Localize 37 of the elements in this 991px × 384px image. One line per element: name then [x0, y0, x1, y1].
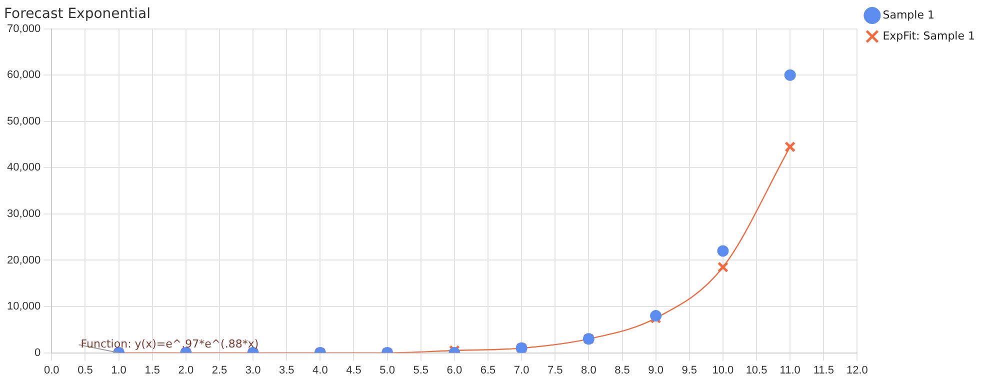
x-tick-label: 12.0 [846, 364, 868, 376]
y-tick-label: 40,000 [6, 162, 41, 174]
legend-label: Sample 1 [882, 8, 934, 22]
x-tick-label: 4.0 [312, 364, 328, 376]
legend-label: ExpFit: Sample 1 [882, 29, 975, 42]
annotation: Function: y(x)=e^.97*e^(.88*x) [80, 338, 259, 351]
x-tick-label: 5.0 [380, 364, 395, 376]
y-tick-label: 10,000 [6, 300, 41, 313]
x-tick-label: 1.5 [144, 364, 160, 376]
x-tick-label: 6.5 [480, 364, 496, 376]
x-tick-label: 8.0 [581, 364, 596, 376]
y-tick-label: 0 [34, 346, 41, 359]
y-tick-label: 50,000 [6, 115, 41, 128]
y-tick-label: 70,000 [6, 22, 41, 35]
x-tick-label: 4.5 [346, 364, 362, 376]
x-tick-label: 9.0 [648, 364, 664, 376]
x-tick-label: 1.0 [111, 364, 126, 376]
y-tick-label: 60,000 [6, 69, 41, 82]
x-tick-label: 3.0 [245, 364, 261, 376]
x-tick-label: 6.0 [446, 364, 462, 376]
x-tick-label: 3.5 [278, 364, 294, 376]
x-tick-label: 0.0 [44, 364, 60, 376]
x-tick-label: 0.5 [78, 364, 93, 376]
x-tick-label: 2.5 [212, 364, 228, 376]
x-tick-label: 2.0 [178, 364, 194, 376]
chart-title: Forecast Exponential [4, 6, 150, 22]
x-tick-label: 8.5 [614, 364, 630, 376]
x-tick-label: 10.5 [746, 364, 768, 376]
x-tick-label: 5.5 [413, 364, 429, 376]
x-tick-label: 11.0 [780, 364, 800, 376]
x-tick-label: 10.0 [712, 364, 734, 376]
x-tick-label: 9.5 [682, 364, 698, 376]
y-tick-label: 20,000 [6, 254, 41, 266]
x-tick-label: 7.0 [514, 364, 530, 376]
x-tick-label: 7.5 [547, 364, 563, 376]
x-tick-label: 11.5 [813, 364, 834, 376]
y-tick-label: 30,000 [6, 208, 41, 220]
